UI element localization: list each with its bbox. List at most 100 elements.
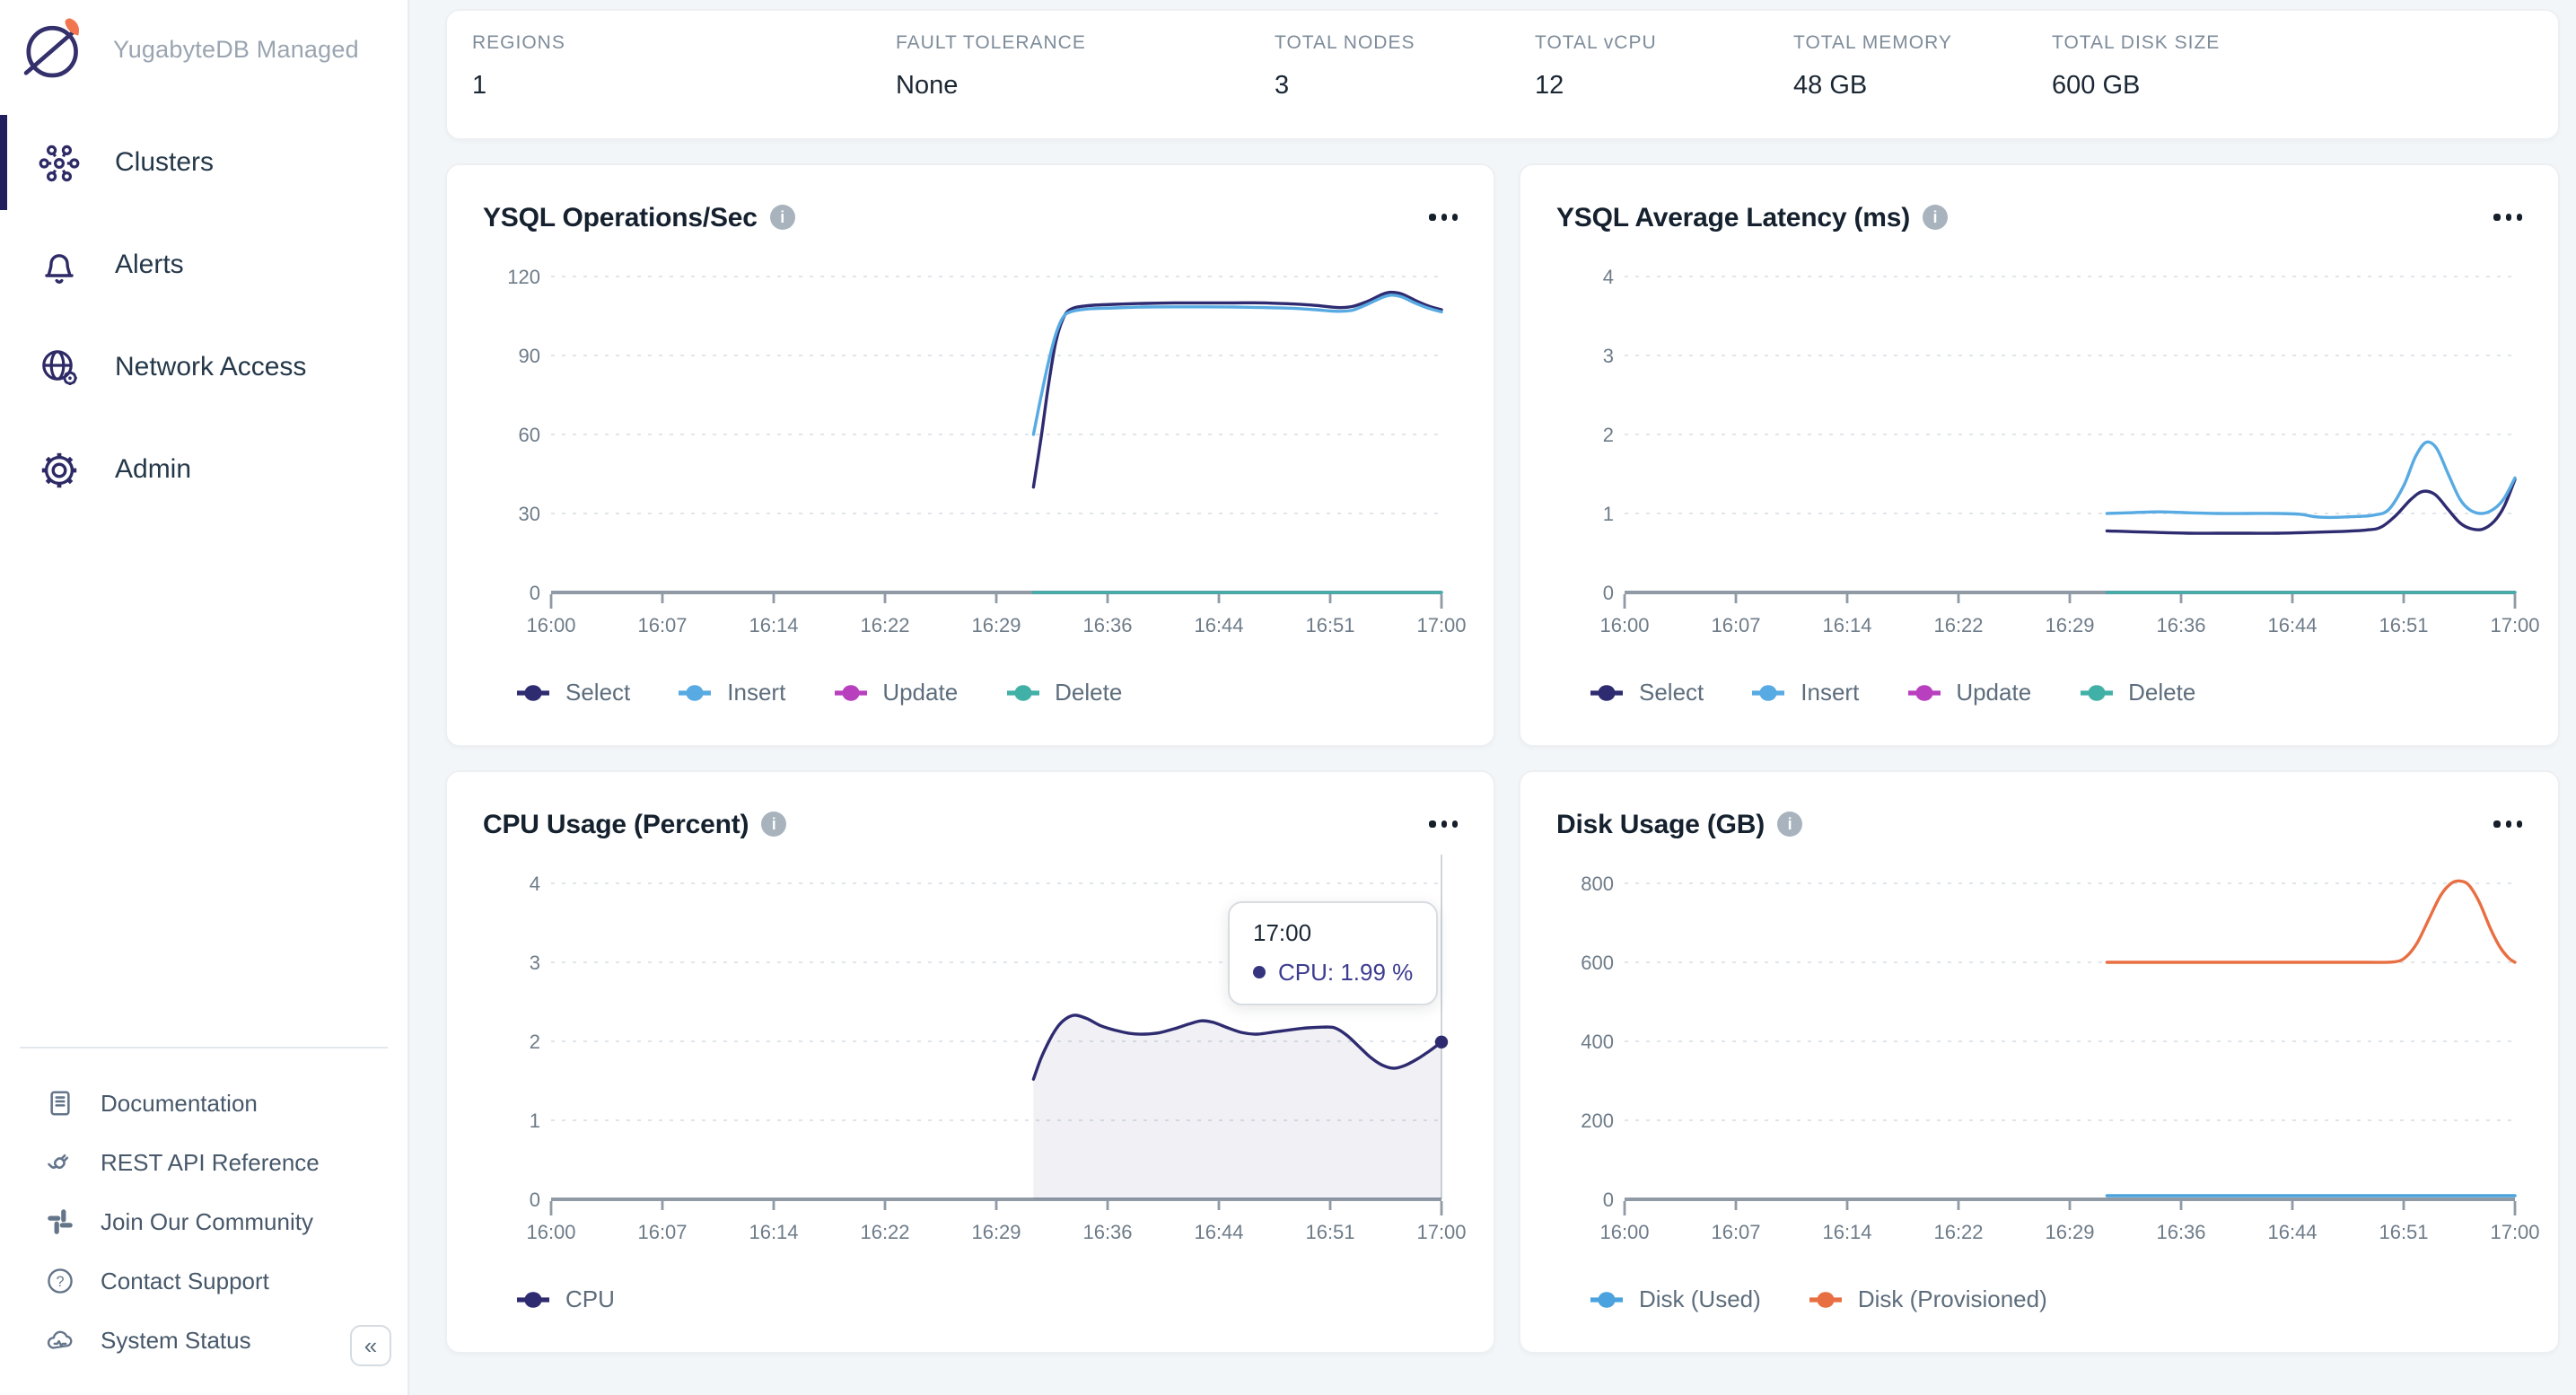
legend-item[interactable]: Select <box>1589 679 1704 706</box>
yugabytedb-logo-icon <box>18 13 90 84</box>
svg-text:0: 0 <box>1603 582 1614 604</box>
svg-text:400: 400 <box>1581 1031 1614 1053</box>
legend-label: CPU <box>565 1285 615 1312</box>
plug-icon <box>45 1147 75 1178</box>
legend-marker-icon <box>1590 1291 1623 1307</box>
legend-marker-icon <box>1752 684 1785 700</box>
svg-text:200: 200 <box>1581 1110 1614 1132</box>
sidebar-item-clusters[interactable]: Clusters <box>0 111 407 214</box>
legend-label: Update <box>882 679 959 706</box>
stat-total-memory: TOTAL MEMORY 48 GB <box>1793 32 2052 138</box>
legend-item[interactable]: Delete <box>2078 679 2195 706</box>
svg-text:16:07: 16:07 <box>637 1221 687 1243</box>
cluster-stats-bar: REGIONS 1 FAULT TOLERANCE None TOTAL NOD… <box>445 9 2560 140</box>
more-menu-icon[interactable] <box>1415 814 1458 834</box>
svg-text:16:22: 16:22 <box>860 614 909 636</box>
chart-legend: CPU <box>515 1285 1458 1312</box>
svg-text:4: 4 <box>1603 266 1614 288</box>
card-header: YSQL Operations/Sec i <box>483 197 1458 237</box>
legend-item[interactable]: Update <box>1906 679 2031 706</box>
main-content: REGIONS 1 FAULT TOLERANCE None TOTAL NOD… <box>409 0 2576 1395</box>
chart-plot-area[interactable]: 0 30 60 90 120 16:00 16:07 16:14 16:22 16:29 16:36… <box>483 233 1466 671</box>
stat-label: FAULT TOLERANCE <box>896 32 1086 54</box>
svg-text:16:44: 16:44 <box>1194 1221 1243 1243</box>
clusters-icon <box>36 139 83 186</box>
cloud-status-icon <box>45 1325 75 1356</box>
more-menu-icon[interactable] <box>2480 207 2522 227</box>
brand[interactable]: YugabyteDB Managed <box>0 0 407 101</box>
svg-text:16:29: 16:29 <box>2045 1221 2094 1243</box>
main-nav: Clusters Alerts <box>0 111 407 521</box>
sidebar-spacer <box>0 521 407 1047</box>
legend-item[interactable]: Insert <box>1750 679 1859 706</box>
svg-text:16:51: 16:51 <box>1305 614 1354 636</box>
svg-text:16:00: 16:00 <box>1599 1221 1649 1243</box>
info-icon[interactable]: i <box>769 205 795 230</box>
sidebar-item-contact-support[interactable]: ? Contact Support <box>0 1251 407 1311</box>
svg-text:16:22: 16:22 <box>1933 614 1983 636</box>
svg-text:16:51: 16:51 <box>1305 1221 1354 1243</box>
sidebar-item-label: Clusters <box>115 147 215 178</box>
sidebar-item-network-access[interactable]: Network Access <box>0 316 407 418</box>
sidebar-collapse-button[interactable]: « <box>350 1325 391 1366</box>
chart-title: YSQL Operations/Sec <box>483 202 758 232</box>
legend-marker-icon <box>1590 684 1623 700</box>
sidebar-item-admin[interactable]: Admin <box>0 418 407 521</box>
legend-label: Delete <box>2128 679 2196 706</box>
sidebar-item-rest-api-reference[interactable]: REST API Reference <box>0 1133 407 1192</box>
sidebar: YugabyteDB Managed <box>0 0 409 1395</box>
svg-text:16:00: 16:00 <box>1599 614 1649 636</box>
chart-title: YSQL Average Latency (ms) <box>1556 202 1911 232</box>
sidebar-item-documentation[interactable]: Documentation <box>0 1074 407 1133</box>
charts-grid: YSQL Operations/Sec i 0 30 60 90 120 16:00 16:… <box>445 163 2560 1354</box>
legend-label: Delete <box>1055 679 1123 706</box>
slack-icon <box>45 1206 75 1237</box>
card-header: Disk Usage (GB) i <box>1556 804 2522 844</box>
help-circle-icon: ? <box>45 1266 75 1296</box>
legend-item[interactable]: Select <box>515 679 630 706</box>
svg-text:16:00: 16:00 <box>526 1221 575 1243</box>
info-icon[interactable]: i <box>1777 812 1803 837</box>
legend-item[interactable]: Update <box>832 679 958 706</box>
svg-text:3: 3 <box>530 952 540 974</box>
brand-title: YugabyteDB Managed <box>113 35 359 62</box>
sidebar-item-alerts[interactable]: Alerts <box>0 214 407 316</box>
tooltip-row: CPU: 1.99 % <box>1253 959 1413 986</box>
chart-plot-area[interactable]: 0 200 400 600 800 16:00 16:07 16:14 16:22 16:29 16… <box>1556 840 2539 1278</box>
legend-item[interactable]: CPU <box>515 1285 615 1312</box>
chart-plot-area[interactable]: 0 1 2 3 4 16:00 16:07 16:14 16:22 16:29 16:36 16:44… <box>483 840 1467 1278</box>
sidebar-item-join-our-community[interactable]: Join Our Community <box>0 1192 407 1251</box>
svg-text:2: 2 <box>530 1031 540 1053</box>
info-icon[interactable]: i <box>761 812 787 837</box>
sidebar-item-system-status[interactable]: System Status <box>0 1311 407 1370</box>
legend-item[interactable]: Disk (Used) <box>1589 1285 1761 1312</box>
document-icon <box>45 1088 75 1119</box>
stat-total-disk-size: TOTAL DISK SIZE 600 GB <box>2052 32 2558 138</box>
legend-item[interactable]: Disk (Provisioned) <box>1808 1285 2047 1312</box>
sidebar-item-label: Admin <box>115 454 192 485</box>
more-menu-icon[interactable] <box>2480 814 2522 834</box>
svg-text:17:00: 17:00 <box>2490 614 2539 636</box>
gear-icon <box>36 446 83 493</box>
chart-plot-area[interactable]: 0 1 2 3 4 16:00 16:07 16:14 16:22 16:29 16:36 16:44… <box>1556 233 2539 671</box>
legend-item[interactable]: Delete <box>1004 679 1122 706</box>
stat-label: TOTAL vCPU <box>1535 32 1657 54</box>
stat-label: REGIONS <box>472 32 565 54</box>
svg-text:16:29: 16:29 <box>971 614 1021 636</box>
svg-text:16:00: 16:00 <box>526 614 575 636</box>
sidebar-item-label: Network Access <box>115 352 307 382</box>
legend-marker-icon <box>834 684 867 700</box>
more-menu-icon[interactable] <box>1415 207 1458 227</box>
chart-legend: Select Insert Update Delete <box>515 679 1458 706</box>
info-icon[interactable]: i <box>1923 205 1949 230</box>
svg-text:30: 30 <box>519 503 540 525</box>
svg-text:1: 1 <box>530 1110 540 1132</box>
svg-text:60: 60 <box>519 424 540 446</box>
svg-text:16:07: 16:07 <box>1711 1221 1760 1243</box>
svg-text:16:14: 16:14 <box>749 1221 798 1243</box>
stat-value: 48 GB <box>1793 72 1868 101</box>
chart-card-ysql-latency: YSQL Average Latency (ms) i 0 1 2 3 4 16:00 16… <box>1519 163 2560 747</box>
legend-item[interactable]: Insert <box>677 679 785 706</box>
legend-label: Update <box>1956 679 2032 706</box>
legend-marker-icon <box>1006 684 1039 700</box>
